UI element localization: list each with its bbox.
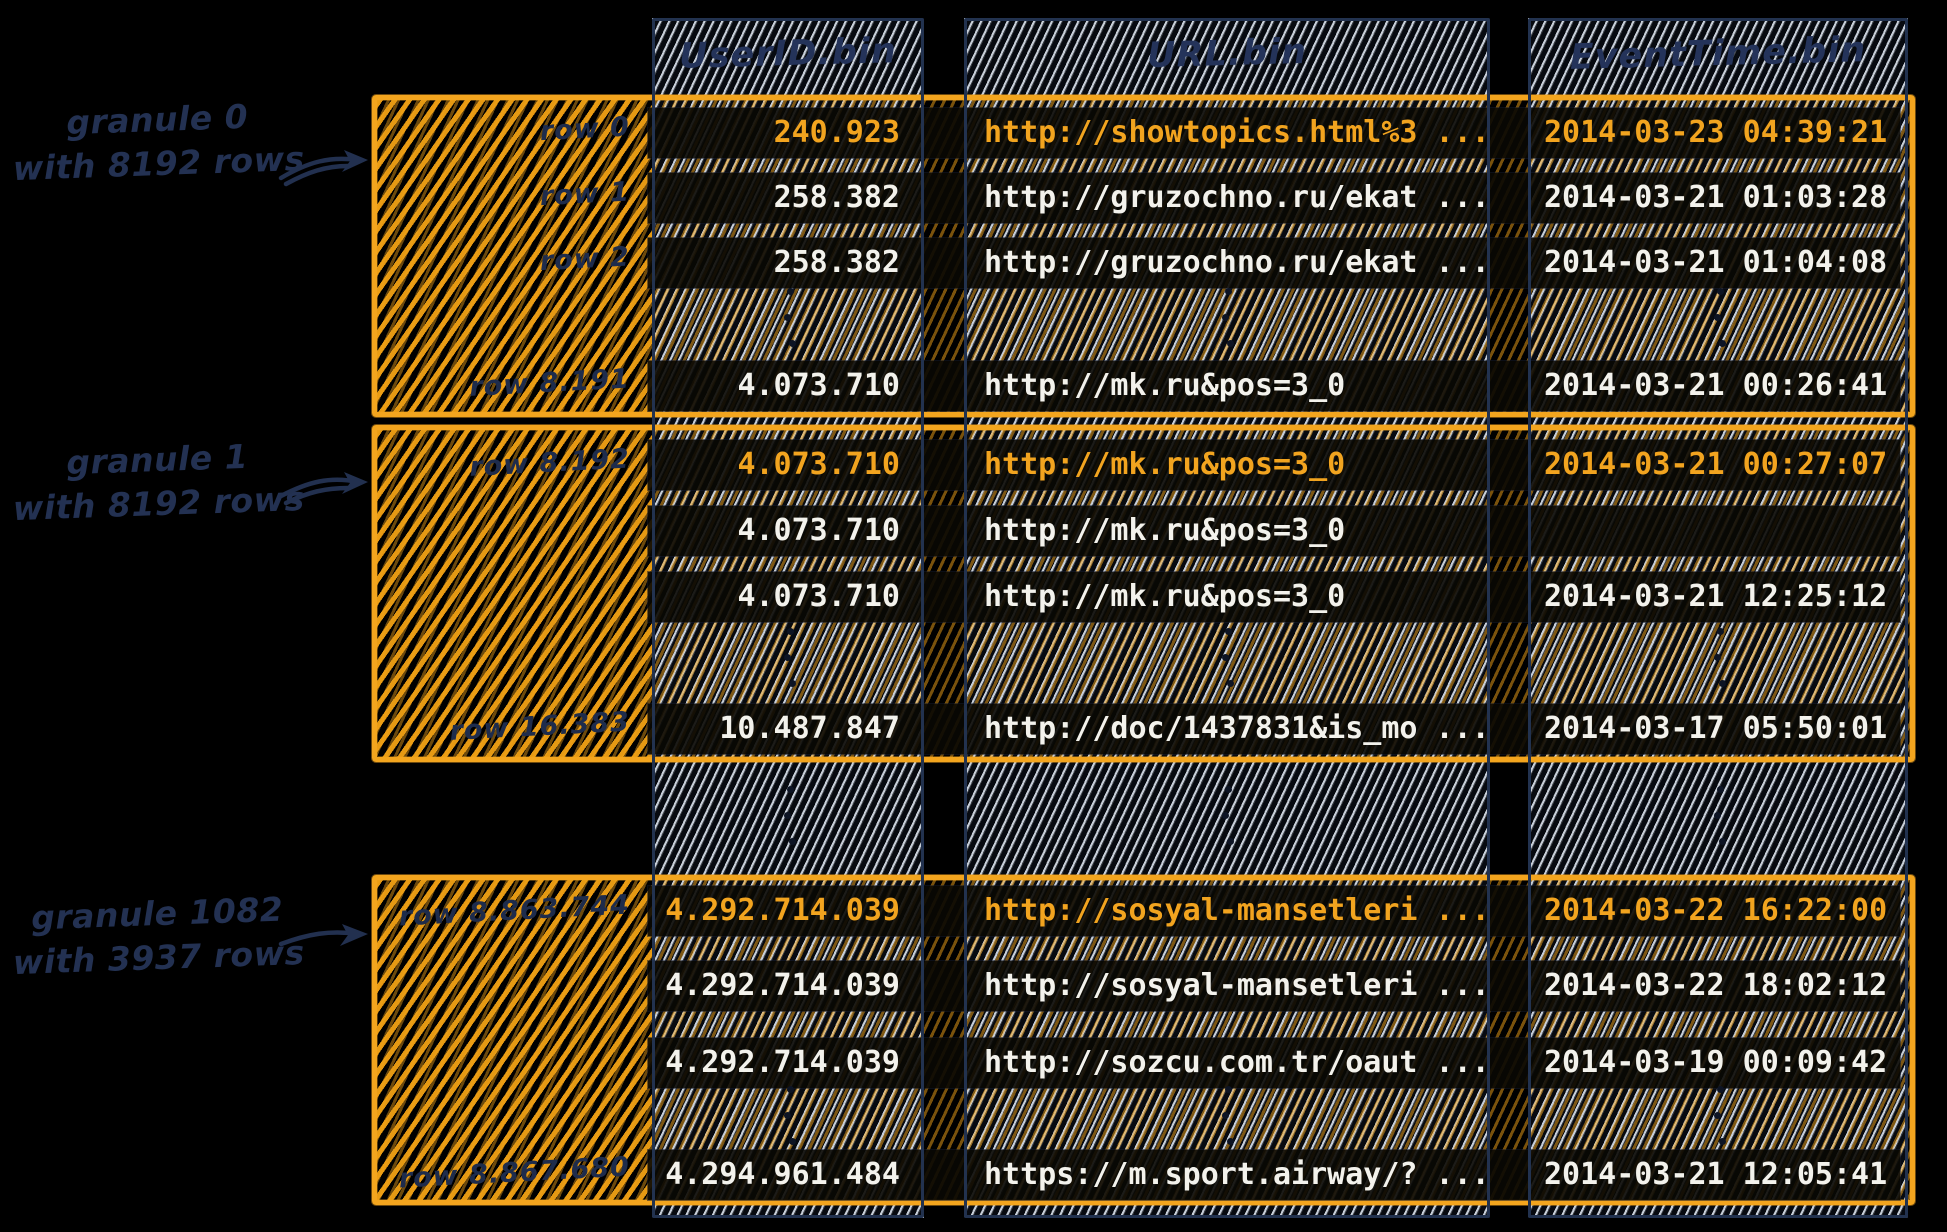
eventtime-value: 2014-03-21 12:25:12: [1544, 579, 1888, 614]
arrow-icon: [278, 150, 368, 187]
url-value: http://gruzochno.ru/ekat ...: [984, 180, 1488, 215]
granule-1-annotation: granule 1 with 8192 rows: [7, 433, 310, 531]
table-row: 4.073.710 http://mk.ru&pos=3_0 2014-03-2…: [648, 572, 1900, 622]
url-value: http://sozcu.com.tr/oaut ...: [984, 1045, 1488, 1080]
ellipsis-dots: [1222, 786, 1234, 848]
url-value: http://mk.ru&pos=3_0: [984, 368, 1346, 403]
ellipsis-dots: [1714, 786, 1726, 848]
userid-value: 4.292.714.039: [665, 893, 900, 928]
userid-value: 258.382: [773, 245, 900, 280]
granule-1-row-label-area: [377, 430, 655, 757]
table-row: 4.292.714.039 http://sosyal-mansetleri .…: [648, 886, 1900, 936]
eventtime-value: [1532, 506, 1900, 556]
ellipsis-dots: [784, 786, 796, 848]
url-value: http://mk.ru&pos=3_0: [984, 579, 1346, 614]
table-row: 4.073.710 http://mk.ru&pos=3_0 2014-03-2…: [648, 361, 1900, 411]
ellipsis-dots: [1222, 1086, 1234, 1148]
userid-bin-header: UserID.bin: [678, 31, 898, 77]
ellipsis-dots: [1222, 288, 1234, 350]
url-value: http://sosyal-mansetleri ...: [984, 968, 1488, 1003]
eventtime-value: 2014-03-21 01:03:28: [1544, 180, 1888, 215]
userid-value: 4.294.961.484: [665, 1157, 900, 1192]
ellipsis-dots: [1714, 628, 1726, 690]
userid-value: 4.073.710: [737, 368, 900, 403]
granule-1082-annotation: granule 1082 with 3937 rows: [7, 887, 310, 985]
annotation-line: with 8192 rows: [12, 478, 306, 529]
eventtime-value: 2014-03-21 12:05:41: [1544, 1157, 1888, 1192]
ellipsis-dots: [1714, 1086, 1726, 1148]
granule-0-row-label-area: [377, 100, 655, 412]
table-row: 258.382 http://gruzochno.ru/ekat ... 201…: [648, 238, 1900, 288]
eventtime-value: 2014-03-22 18:02:12: [1544, 968, 1888, 1003]
eventtime-value: 2014-03-22 16:22:00: [1544, 893, 1888, 928]
eventtime-value: 2014-03-21 00:27:07: [1544, 447, 1888, 482]
url-value: http://showtopics.html%3 ...: [984, 115, 1488, 150]
table-row: 4.294.961.484 https://m.sport.airway/? .…: [648, 1150, 1900, 1200]
ellipsis-dots: [784, 628, 796, 690]
ellipsis-dots: [784, 288, 796, 350]
table-row: 4.292.714.039 http://sosyal-mansetleri .…: [648, 961, 1900, 1011]
url-value: http://mk.ru&pos=3_0: [984, 447, 1346, 482]
userid-value: 240.923: [773, 115, 900, 150]
url-value: http://sosyal-mansetleri ...: [984, 893, 1488, 928]
userid-value: 258.382: [773, 180, 900, 215]
table-row: 4.073.710 http://mk.ru&pos=3_0 2014-03-2…: [648, 440, 1900, 490]
annotation-line: with 8192 rows: [12, 138, 306, 189]
userid-value: 4.292.714.039: [665, 968, 900, 1003]
table-row: 10.487.847 http://doc/1437831&is_mo ... …: [648, 704, 1900, 754]
table-row: 240.923 http://showtopics.html%3 ... 201…: [648, 108, 1900, 158]
arrow-icon: [278, 472, 368, 506]
eventtime-value: 2014-03-21 01:04:08: [1544, 245, 1888, 280]
arrow-icon: [278, 924, 368, 947]
table-row: 4.073.710 http://mk.ru&pos=3_0: [648, 506, 1900, 556]
eventtime-value: 2014-03-23 04:39:21: [1544, 115, 1888, 150]
url-value: http://mk.ru&pos=3_0: [984, 513, 1346, 548]
url-value: http://gruzochno.ru/ekat ...: [984, 245, 1488, 280]
table-row: 4.292.714.039 http://sozcu.com.tr/oaut .…: [648, 1038, 1900, 1088]
eventtime-value: 2014-03-19 00:09:42: [1544, 1045, 1888, 1080]
eventtime-value: 2014-03-21 00:26:41: [1544, 368, 1888, 403]
eventtime-value: 2014-03-17 05:50:01: [1544, 711, 1888, 746]
ellipsis-dots: [1222, 628, 1234, 690]
url-value: https://m.sport.airway/? ...: [984, 1157, 1488, 1192]
annotation-line: with 3937 rows: [12, 932, 306, 983]
userid-value: 4.073.710: [737, 513, 900, 548]
granule-1082-row-label-area: [377, 880, 655, 1200]
userid-value: 4.073.710: [737, 579, 900, 614]
ellipsis-dots: [1714, 288, 1726, 350]
ellipsis-dots: [784, 1086, 796, 1148]
userid-value: 4.292.714.039: [665, 1045, 900, 1080]
userid-value: 4.073.710: [737, 447, 900, 482]
granule-0-annotation: granule 0 with 8192 rows: [7, 93, 310, 191]
userid-value: 10.487.847: [719, 711, 900, 746]
table-row: 258.382 http://gruzochno.ru/ekat ... 201…: [648, 173, 1900, 223]
url-value: http://doc/1437831&is_mo ...: [984, 711, 1488, 746]
